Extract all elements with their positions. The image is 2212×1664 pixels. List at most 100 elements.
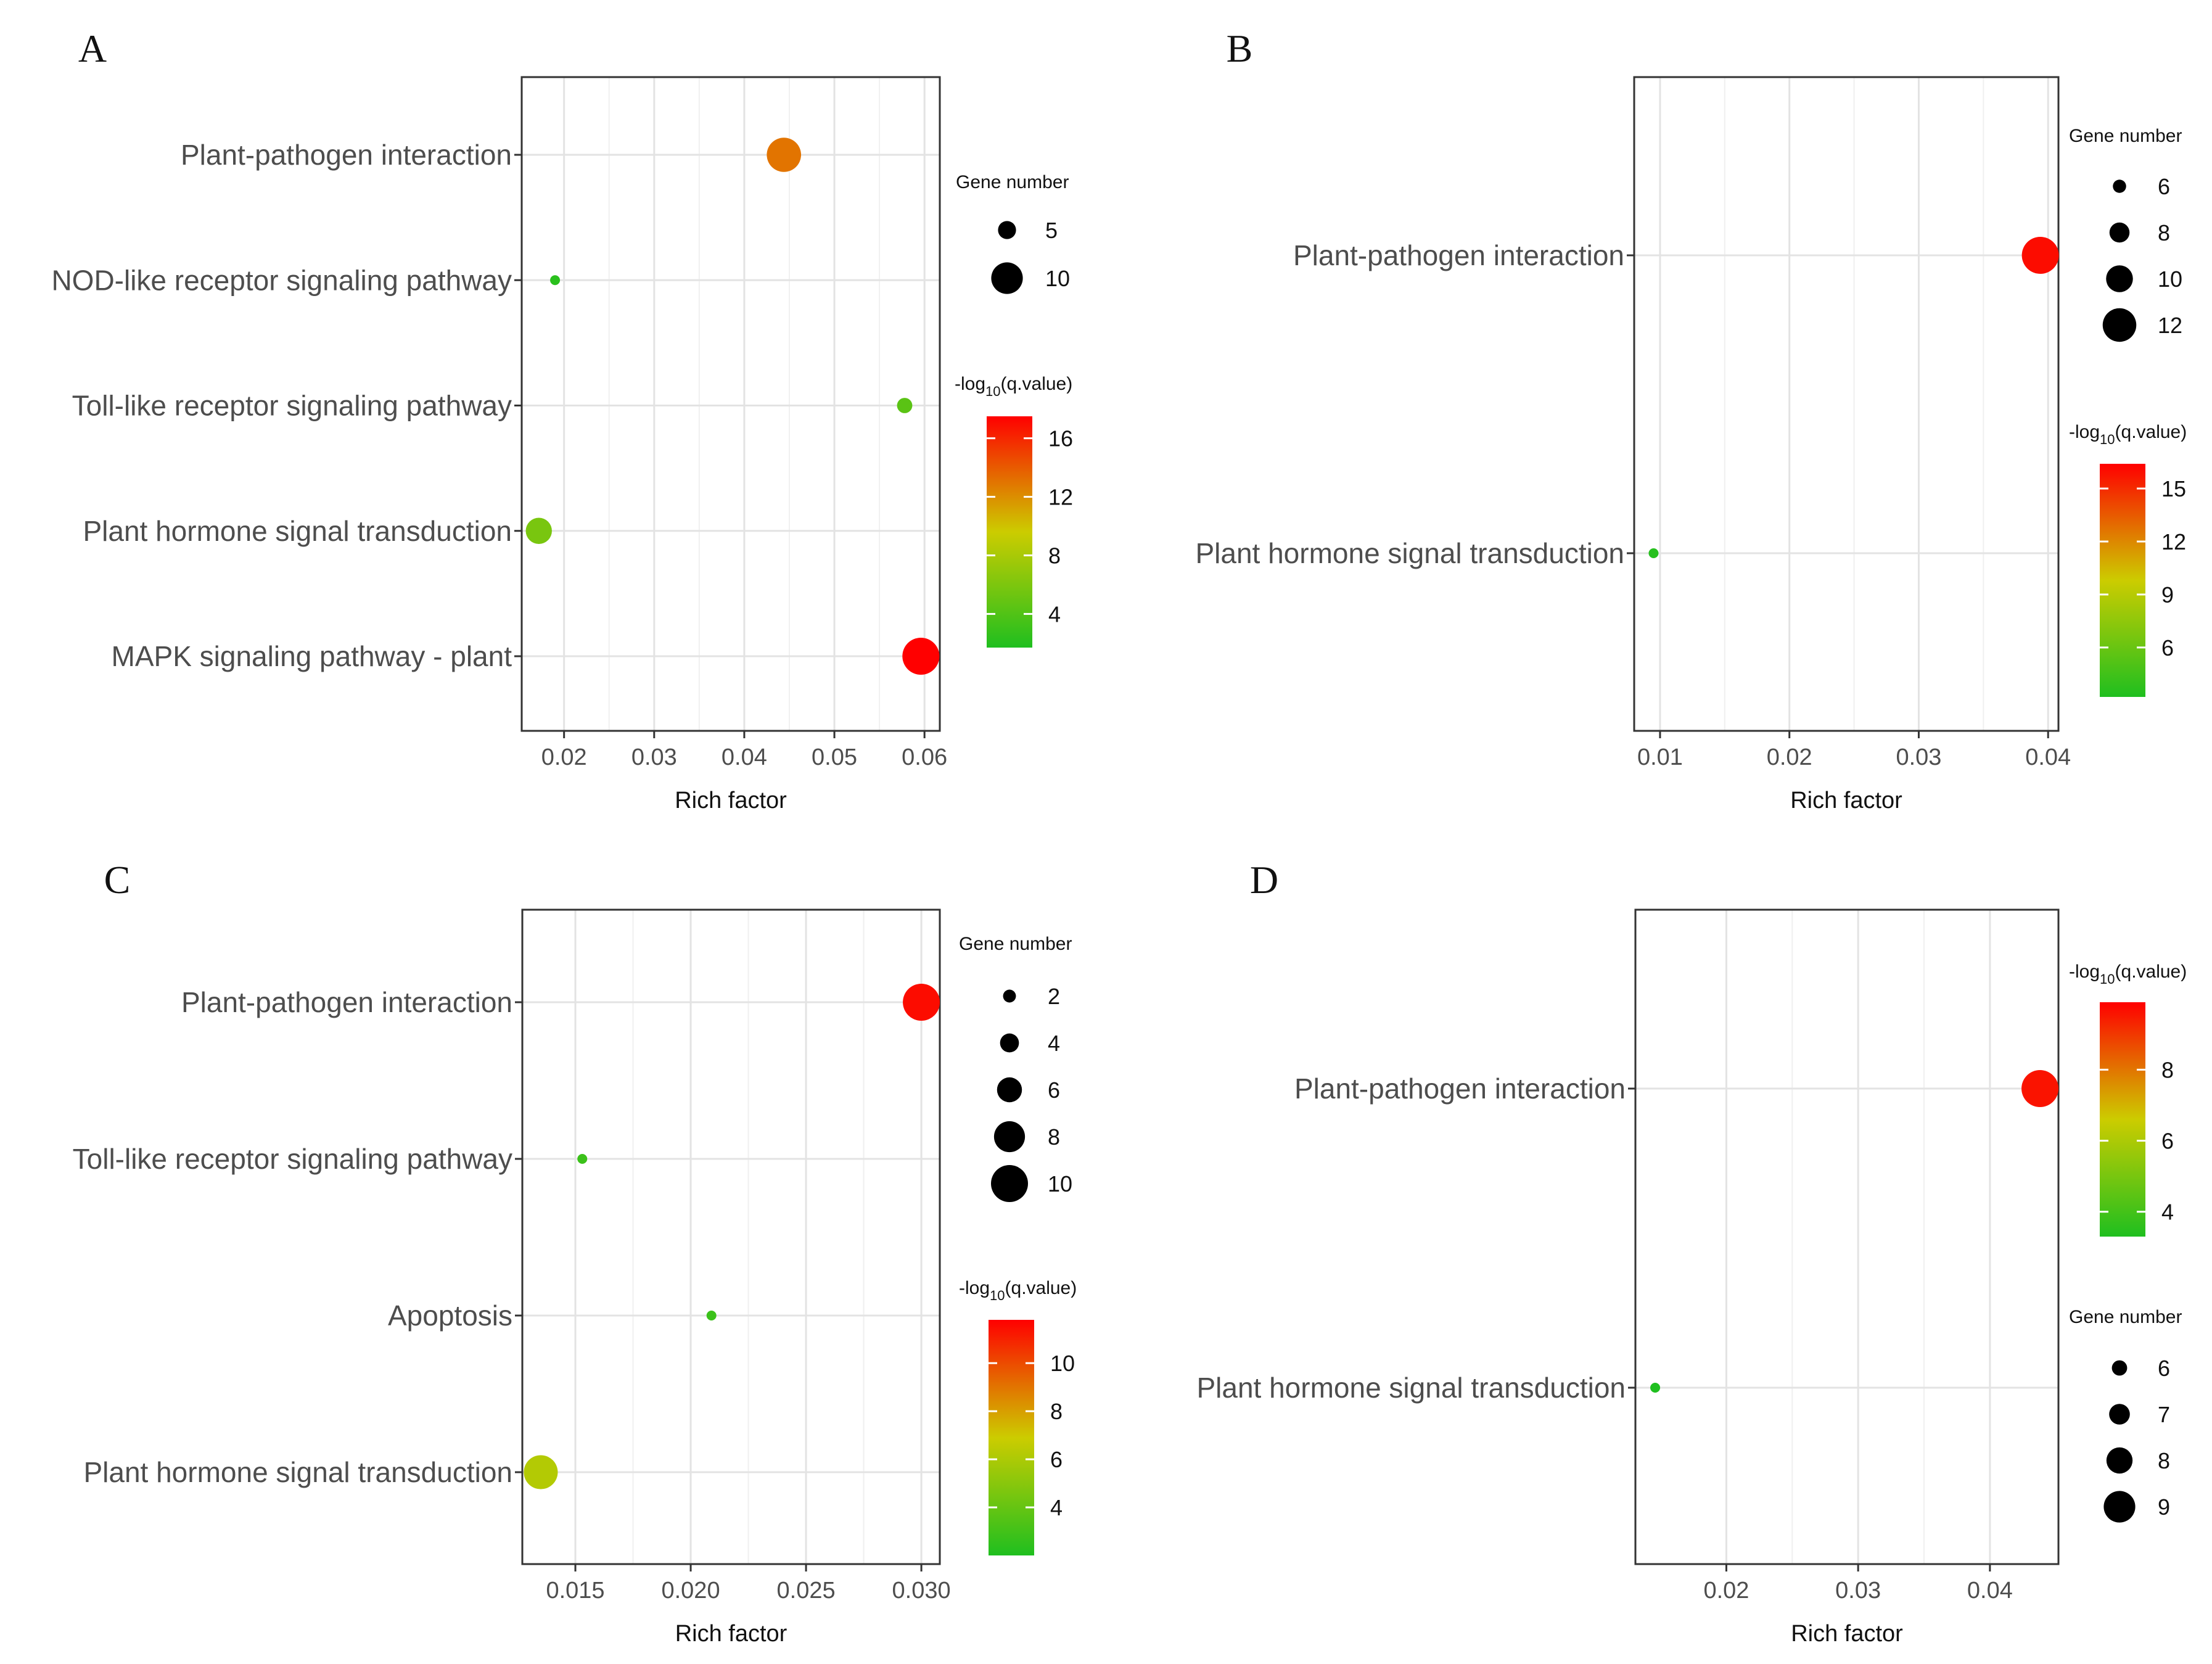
data-point: [524, 1455, 558, 1489]
category-label: Toll-like receptor signaling pathway: [72, 390, 512, 422]
size-legend-label: 8: [2158, 1448, 2170, 1473]
colorbar-tick-label: 4: [1050, 1495, 1063, 1520]
panel-letter: B: [1227, 27, 1253, 70]
colorbar: [989, 1320, 1034, 1555]
x-tick-label: 0.06: [902, 744, 947, 770]
x-tick-label: 0.04: [2025, 744, 2071, 770]
color-legend-title-prefix: -log: [2069, 422, 2100, 442]
color-legend-title-sub: 10: [985, 384, 1000, 399]
colorbar-tick-label: 16: [1048, 426, 1073, 451]
size-legend-label: 12: [2158, 313, 2182, 338]
color-legend-title-suffix: (q.value): [2115, 962, 2187, 982]
data-point: [767, 138, 802, 172]
x-axis-title: Rich factor: [675, 1621, 787, 1647]
x-tick-label: 0.03: [1835, 1578, 1881, 1604]
x-tick-label: 0.05: [812, 744, 857, 770]
x-tick-label: 0.025: [777, 1578, 836, 1604]
data-point: [902, 638, 940, 675]
panel-border: [1634, 908, 2060, 1565]
size-legend-key: [2106, 265, 2133, 292]
size-legend-title: Gene number: [956, 172, 1069, 192]
size-legend-key: [2111, 1360, 2128, 1376]
colorbar: [987, 416, 1032, 648]
size-legend-label: 10: [1048, 1171, 1072, 1197]
data-point: [577, 1154, 588, 1164]
colorbar-tick-label: 9: [2161, 582, 2174, 608]
x-tick-label: 0.02: [541, 744, 587, 770]
size-legend-key: [2109, 222, 2130, 243]
x-tick-label: 0.04: [722, 744, 767, 770]
x-axis-title: Rich factor: [1791, 1621, 1903, 1647]
colorbar-tick-label: 6: [2161, 1129, 2174, 1154]
category-label: Toll-like receptor signaling pathway: [73, 1143, 512, 1175]
colorbar-tick-label: 6: [1050, 1447, 1063, 1472]
category-label: MAPK signaling pathway - plant: [112, 640, 512, 672]
size-legend-key: [2106, 1447, 2133, 1474]
category-label: Plant hormone signal transduction: [1195, 537, 1624, 569]
category-label: Plant hormone signal transduction: [83, 515, 512, 547]
x-tick-label: 0.03: [631, 744, 677, 770]
size-legend-title: Gene number: [959, 934, 1072, 954]
size-legend-label: 9: [2158, 1494, 2170, 1520]
category-label: Plant-pathogen interaction: [1293, 239, 1624, 271]
size-legend-key: [1003, 989, 1016, 1003]
size-legend-title: Gene number: [2069, 126, 2182, 146]
color-legend-title-prefix: -log: [959, 1278, 990, 1298]
data-point: [706, 1311, 717, 1320]
x-axis-title: Rich factor: [1790, 788, 1902, 813]
panel-c: C 0.015 0.020 0.025 0.030 Plant-pathogen inte…: [73, 858, 1077, 1647]
size-legend-label: 6: [2158, 1356, 2170, 1381]
size-legend-key: [997, 1077, 1022, 1103]
size-legend-label: 2: [1048, 984, 1060, 1009]
color-legend-title: -log10(q.value): [955, 374, 1072, 399]
data-point: [897, 398, 913, 413]
colorbar-tick-label: 15: [2161, 476, 2186, 501]
data-point: [903, 984, 940, 1021]
size-legend-key: [998, 221, 1016, 239]
colorbar-tick-label: 12: [1048, 485, 1073, 510]
panel-border: [520, 76, 941, 732]
panel-a: A 0.02 0.03 0.04 0.05 0.06 Plant-pathogen inte…: [51, 27, 1073, 813]
size-legend-key: [2109, 1404, 2130, 1425]
color-legend-title-suffix: (q.value): [2115, 422, 2187, 442]
size-legend-key: [991, 262, 1023, 294]
panel-b: B 0.01 0.02 0.03 0.04 Plant-pathogen interact…: [1195, 27, 2187, 813]
colorbar-tick-label: 8: [1048, 543, 1061, 568]
category-label: Apoptosis: [388, 1299, 512, 1332]
x-tick-label: 0.02: [1703, 1578, 1749, 1604]
size-legend-label: 8: [2158, 220, 2170, 245]
size-legend-label: 6: [2158, 174, 2170, 199]
size-legend-label: 10: [1045, 266, 1070, 291]
data-point: [2021, 237, 2059, 274]
colorbar-tick-label: 4: [1048, 601, 1061, 627]
colorbar-tick-label: 8: [2161, 1057, 2174, 1082]
colorbar: [2100, 464, 2145, 697]
size-legend-key: [1000, 1033, 1019, 1053]
size-legend-label: 6: [1048, 1077, 1060, 1103]
category-label: NOD-like receptor signaling pathway: [51, 264, 512, 296]
x-tick-label: 0.015: [546, 1578, 604, 1604]
panel-letter: A: [78, 27, 107, 70]
size-legend-label: 4: [1048, 1031, 1060, 1056]
x-tick-label: 0.030: [892, 1578, 951, 1604]
x-tick-label: 0.04: [1967, 1578, 2013, 1604]
data-point: [525, 517, 552, 544]
colorbar-tick-label: 12: [2161, 529, 2186, 554]
panel-d: D 0.02 0.03 0.04 Plant-pathogen interaction P…: [1196, 858, 2187, 1647]
color-legend-title-prefix: -log: [955, 374, 985, 394]
data-point: [550, 275, 561, 286]
panel-border: [521, 908, 941, 1565]
size-legend-title: Gene number: [2069, 1307, 2182, 1327]
size-legend-key: [991, 1165, 1028, 1202]
x-tick-label: 0.01: [1637, 744, 1683, 770]
data-point: [1650, 1383, 1661, 1393]
panel-border: [1633, 76, 2060, 732]
category-label: Plant-pathogen interaction: [181, 986, 512, 1018]
color-legend-title-sub: 10: [2100, 971, 2115, 987]
category-label: Plant-pathogen interaction: [181, 139, 512, 171]
colorbar-tick-label: 6: [2161, 635, 2174, 661]
size-legend-label: 5: [1045, 218, 1058, 243]
size-legend-label: 8: [1048, 1124, 1060, 1150]
color-legend-title-suffix: (q.value): [1005, 1278, 1077, 1298]
color-legend-title-sub: 10: [990, 1288, 1005, 1303]
